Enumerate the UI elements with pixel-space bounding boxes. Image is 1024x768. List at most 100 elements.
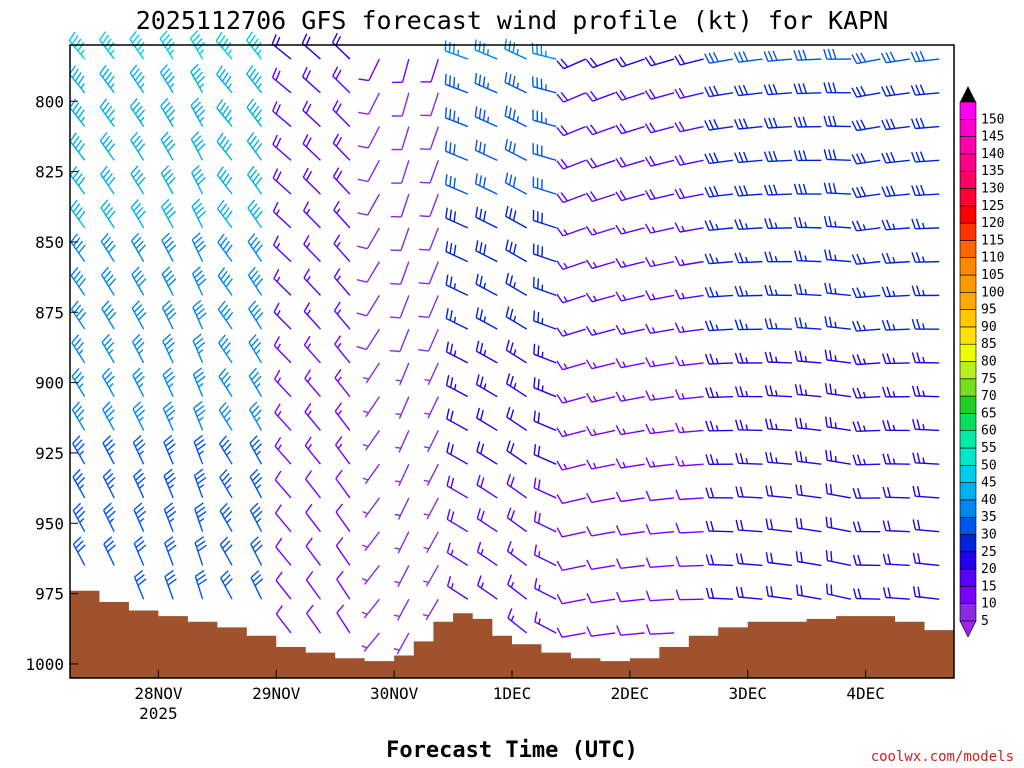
colorbar-label: 140 <box>981 147 1004 162</box>
wind-barb <box>851 186 881 199</box>
wind-barb <box>335 537 351 566</box>
wind-barb <box>645 290 675 301</box>
wind-barb <box>852 554 881 567</box>
wind-barb <box>389 328 410 353</box>
wind-barb <box>476 508 498 533</box>
wind-barb <box>823 182 851 195</box>
wind-barb <box>247 199 263 229</box>
x-tick-label: 28NOV <box>134 684 183 703</box>
wind-barb <box>423 531 439 554</box>
wind-barb <box>586 559 616 570</box>
colorbar-label: 115 <box>981 233 1004 248</box>
wind-barb <box>763 83 792 96</box>
wind-barb <box>474 173 498 195</box>
wind-barb <box>911 218 940 230</box>
wind-barb <box>164 536 177 566</box>
wind-barb <box>130 165 146 195</box>
wind-barb <box>556 627 586 638</box>
x-tick-label: 30NOV <box>370 684 419 703</box>
colorbar-label: 120 <box>981 216 1004 231</box>
wind-barb <box>532 76 557 94</box>
wind-barb <box>389 295 410 319</box>
wind-barb <box>248 367 263 398</box>
wind-barb <box>273 369 292 398</box>
wind-barb <box>910 84 940 96</box>
wind-barb <box>391 126 410 151</box>
colorbar-swatch <box>959 586 977 605</box>
wind-barb <box>99 31 115 60</box>
wind-barb <box>675 422 704 434</box>
wind-barb <box>302 201 321 229</box>
wind-barb <box>556 327 586 337</box>
wind-barb <box>882 453 910 465</box>
wind-barb <box>734 252 763 264</box>
wind-barb <box>133 569 147 600</box>
wind-barb <box>302 167 321 195</box>
wind-barb <box>193 401 206 431</box>
wind-barb <box>765 552 793 567</box>
wind-barb <box>162 401 176 431</box>
wind-barb <box>615 324 645 335</box>
wind-barb <box>645 423 675 435</box>
wind-barb <box>70 233 86 263</box>
wind-barb <box>533 343 557 364</box>
wind-barb <box>334 335 351 364</box>
wind-barb <box>851 220 881 232</box>
wind-barb <box>586 593 616 604</box>
wind-barb <box>272 201 292 229</box>
wind-barb <box>585 259 616 270</box>
wind-barb <box>505 272 528 296</box>
wind-barb <box>132 367 145 397</box>
wind-barb <box>216 166 233 195</box>
wind-barb <box>615 123 645 135</box>
wind-barb <box>72 502 86 533</box>
wind-barb <box>705 587 734 600</box>
wind-barb <box>585 359 616 370</box>
colorbar-swatch <box>959 534 977 553</box>
wind-barb <box>507 608 528 634</box>
wind-barb <box>851 253 881 265</box>
wind-barb <box>881 252 910 264</box>
wind-barb <box>734 285 763 297</box>
wind-barb <box>851 320 881 332</box>
colorbar-swatch <box>959 395 977 414</box>
wind-barb <box>101 300 117 330</box>
wind-barb <box>734 319 763 331</box>
wind-barb <box>194 569 208 600</box>
wind-barb <box>585 191 616 203</box>
wind-barb <box>332 167 351 195</box>
wind-barb <box>795 584 822 600</box>
wind-barb <box>704 185 734 198</box>
wind-barb <box>475 374 498 398</box>
colorbar-swatch <box>959 205 977 224</box>
wind-barb <box>585 326 616 336</box>
wind-barb <box>474 39 498 60</box>
wind-barb <box>362 497 380 518</box>
wind-barb <box>475 307 498 330</box>
wind-barb <box>420 92 439 117</box>
wind-barb <box>160 97 176 127</box>
wind-barb <box>475 206 498 229</box>
wind-barb <box>504 38 528 60</box>
wind-barb <box>556 125 586 137</box>
wind-barb <box>70 199 86 229</box>
wind-barb <box>160 198 176 229</box>
colorbar-swatch <box>959 343 977 362</box>
wind-barb <box>912 586 940 600</box>
wind-barb <box>912 519 940 533</box>
wind-barb <box>363 362 380 384</box>
wind-barb <box>911 285 940 297</box>
wind-barb <box>100 165 116 195</box>
wind-barb <box>192 299 207 330</box>
colorbar-label: 60 <box>981 424 997 439</box>
wind-barb <box>304 402 322 431</box>
wind-barb <box>556 192 586 204</box>
wind-barb <box>216 132 233 161</box>
wind-barb <box>357 160 381 183</box>
wind-barb <box>505 339 528 364</box>
wind-barb <box>704 51 734 64</box>
wind-barb <box>506 507 528 533</box>
wind-barb <box>332 66 351 94</box>
wind-barb <box>793 116 822 128</box>
site-credit: coolwx.com/models <box>871 749 1014 765</box>
